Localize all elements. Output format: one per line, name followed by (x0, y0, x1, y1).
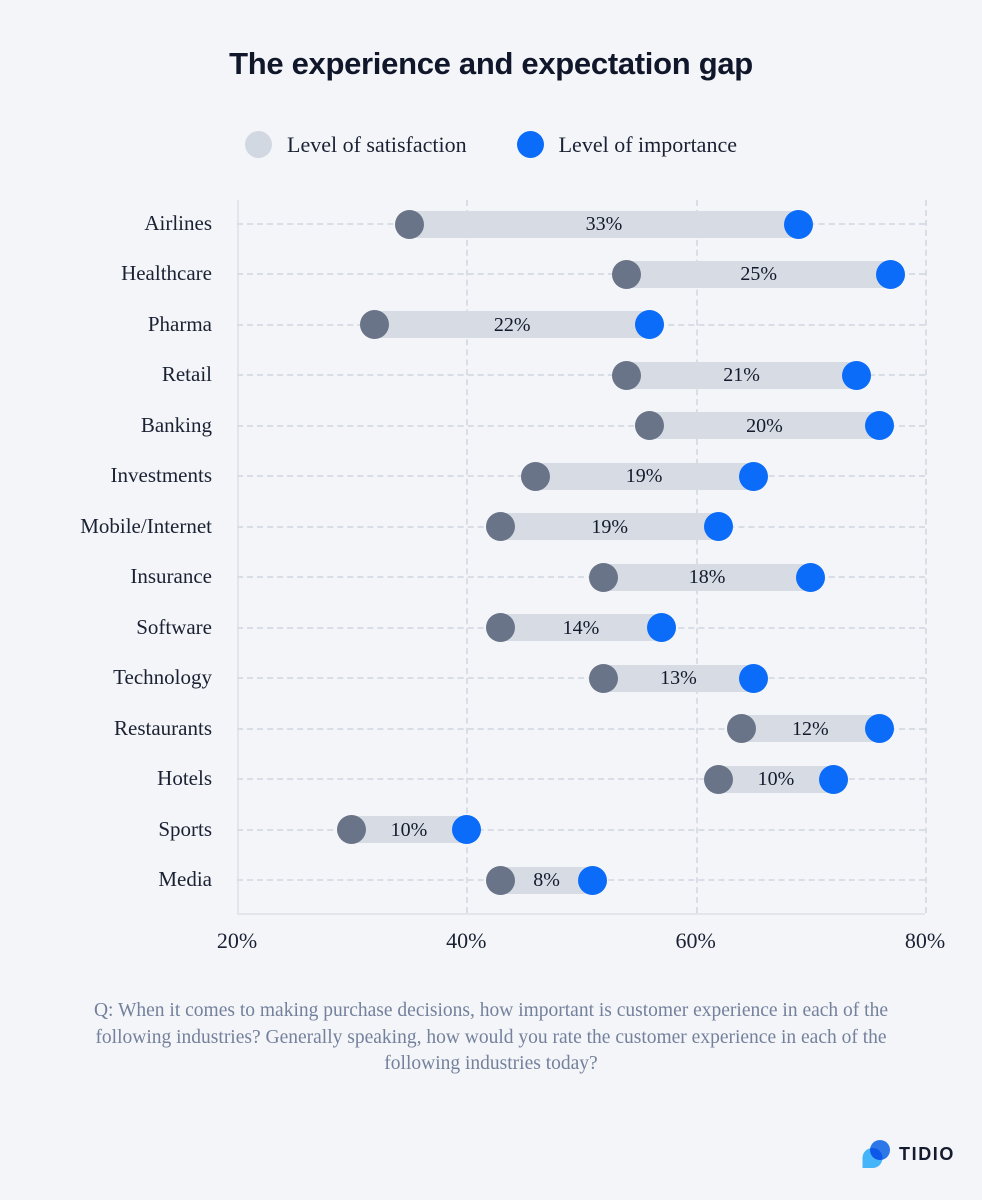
importance-dot (646, 613, 676, 643)
x-tick-label: 60% (675, 928, 716, 953)
satisfaction-dot (337, 815, 367, 845)
gap-label: 19% (591, 515, 628, 538)
gap-label: 25% (740, 263, 778, 286)
row-gridline (237, 576, 925, 579)
category-label: Software (136, 614, 212, 639)
category-label: Airlines (144, 211, 212, 235)
satisfaction-dot (612, 360, 642, 390)
tidio-logo-icon (862, 1140, 890, 1168)
x-tick-label: 20% (216, 928, 258, 953)
importance-dot (876, 259, 906, 289)
satisfaction-dot (589, 562, 619, 592)
row-gridline (237, 677, 925, 680)
gap-bar (394, 210, 814, 238)
legend-item-importance: Level of importance (516, 131, 737, 158)
vertical-gridline (695, 200, 698, 913)
satisfaction-dot (635, 411, 665, 441)
satisfaction-dot (520, 461, 550, 491)
importance-dot (738, 663, 768, 693)
category-label: Technology (113, 665, 212, 690)
gap-label: 8% (533, 869, 560, 891)
category-label: Media (158, 867, 212, 891)
importance-dot (864, 411, 894, 441)
gap-bar (486, 614, 676, 642)
satisfaction-dot (394, 209, 424, 239)
x-tick-label: 40% (446, 928, 487, 953)
importance-dot (841, 360, 871, 390)
gap-bar (589, 664, 768, 692)
row-gridline (237, 424, 925, 427)
gap-bar (635, 412, 894, 440)
vertical-gridline (925, 200, 927, 913)
gap-bar (589, 563, 825, 591)
gap-bar (612, 361, 871, 389)
gap-bar (612, 260, 906, 288)
row-gridline (237, 727, 925, 730)
tidio-logo: TIDIO (862, 1139, 955, 1170)
legend: Level of satisfaction Level of importanc… (0, 131, 982, 158)
importance-dot (784, 209, 814, 239)
gap-label: 21% (723, 364, 760, 387)
legend-item-satisfaction: Level of satisfaction (245, 131, 467, 158)
gap-bar (520, 462, 768, 490)
vertical-gridline (466, 200, 469, 913)
row-gridline (237, 273, 925, 276)
gap-label: 18% (688, 566, 726, 589)
gap-label: 19% (625, 465, 663, 488)
satisfaction-dot (486, 613, 516, 643)
tidio-logo-text: TIDIO (899, 1144, 955, 1164)
importance-dot (577, 865, 607, 895)
satisfaction-dot (486, 865, 516, 895)
row-gridline (237, 778, 925, 781)
gap-bar (360, 311, 665, 339)
satisfaction-dot (704, 764, 734, 794)
gap-label: 10% (757, 768, 795, 791)
importance-dot (704, 512, 734, 542)
satisfaction-dot (589, 663, 619, 693)
satisfaction-dot (360, 310, 390, 340)
gap-label: 14% (562, 616, 600, 639)
importance-legend-dot-icon (516, 131, 544, 158)
importance-dot (818, 764, 848, 794)
category-label: Healthcare (121, 261, 212, 286)
importance-dot (451, 815, 481, 845)
x-tick-label: 80% (904, 928, 946, 953)
legend-label-importance: Level of importance (558, 131, 737, 157)
x-axis-line (237, 913, 925, 915)
gap-label: 10% (390, 818, 428, 841)
category-label: Investments (110, 463, 212, 488)
importance-dot (738, 461, 768, 491)
importance-dot (795, 562, 825, 592)
legend-label-satisfaction: Level of satisfaction (287, 131, 467, 157)
satisfaction-dot (486, 512, 516, 542)
category-label: Sports (158, 816, 212, 841)
gap-label: 20% (746, 414, 783, 437)
gap-label: 33% (585, 213, 623, 235)
y-axis-line (237, 200, 239, 913)
satisfaction-legend-dot-icon (245, 131, 272, 158)
satisfaction-dot (727, 714, 757, 744)
category-label: Mobile/Internet (80, 513, 212, 538)
row-gridline (237, 374, 925, 377)
category-label: Restaurants (114, 715, 212, 740)
row-gridline (237, 828, 925, 831)
category-label: Banking (140, 412, 212, 437)
category-label: Insurance (130, 564, 212, 589)
satisfaction-dot (612, 259, 642, 289)
importance-dot (864, 714, 894, 744)
page-title: The experience and expectation gap (229, 46, 753, 81)
category-label: Retail (161, 362, 212, 387)
gap-label: 12% (791, 717, 829, 740)
importance-dot (635, 310, 665, 340)
survey-question: Q: When it comes to making purchase deci… (93, 1000, 889, 1075)
category-label: Hotels (157, 766, 212, 791)
gap-label: 22% (493, 313, 531, 336)
category-label: Pharma (147, 311, 212, 336)
gap-bar (486, 513, 734, 541)
gap-label: 13% (660, 667, 697, 690)
